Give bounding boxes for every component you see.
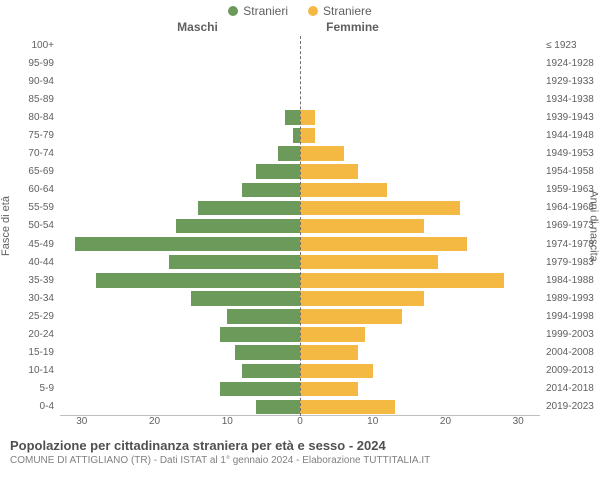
legend-dot-male [228,6,238,16]
bar-male [220,327,300,341]
bars-area [60,36,540,416]
year-label: ≤ 1923 [546,36,600,54]
bar-female [300,255,438,269]
legend-item-female: Straniere [308,4,372,18]
age-label: 65-69 [0,163,54,181]
chart-footer: Popolazione per cittadinanza straniera p… [0,432,600,466]
bar-male [75,237,300,251]
bar-female [300,327,365,341]
chart-subtitle: COMUNE DI ATTIGLIANO (TR) - Dati ISTAT a… [10,455,590,466]
legend-dot-female [308,6,318,16]
bar-male [169,255,300,269]
bar-female [300,128,315,142]
year-label: 1984-1988 [546,271,600,289]
year-label: 1944-1948 [546,126,600,144]
center-line [300,36,301,416]
age-label: 95-99 [0,54,54,72]
year-label: 1924-1928 [546,54,600,72]
chart-title: Popolazione per cittadinanza straniera p… [10,438,590,453]
legend: Stranieri Straniere [0,0,600,18]
bar-female [300,146,344,160]
bar-female [300,237,467,251]
year-label: 1929-1933 [546,72,600,90]
age-label: 20-24 [0,326,54,344]
chart-container: Stranieri Straniere Maschi Femmine Fasce… [0,0,600,500]
bar-female [300,382,358,396]
bar-female [300,219,424,233]
x-tick: 10 [367,416,378,427]
year-label: 1999-2003 [546,326,600,344]
bar-female [300,164,358,178]
x-axis-ticks: 30 20 10 0 10 20 30 [60,416,540,432]
year-label: 2004-2008 [546,344,600,362]
x-tick: 30 [76,416,87,427]
year-label: 1934-1938 [546,90,600,108]
bar-male [176,219,300,233]
x-tick: 20 [440,416,451,427]
age-label: 35-39 [0,271,54,289]
column-headers: Maschi Femmine [0,20,600,34]
year-label: 2019-2023 [546,398,600,416]
year-label: 1939-1943 [546,108,600,126]
header-female: Femmine [275,20,490,34]
year-label: 2014-2018 [546,380,600,398]
y-axis-left-label: Fasce di età [0,196,12,256]
age-label: 30-34 [0,289,54,307]
bar-male [96,273,300,287]
age-label: 90-94 [0,72,54,90]
bar-male [227,309,300,323]
age-label: 15-19 [0,344,54,362]
age-label: 70-74 [0,145,54,163]
age-label: 100+ [0,36,54,54]
bar-male [293,128,300,142]
bar-male [242,364,300,378]
x-tick: 20 [149,416,160,427]
year-label: 1989-1993 [546,289,600,307]
x-tick: 10 [222,416,233,427]
bar-female [300,364,373,378]
bar-male [285,110,300,124]
age-label: 80-84 [0,108,54,126]
legend-label-female: Straniere [323,4,372,18]
legend-label-male: Stranieri [243,4,288,18]
bar-male [220,382,300,396]
bar-female [300,291,424,305]
x-tick: 30 [513,416,524,427]
bar-female [300,309,402,323]
header-male: Maschi [60,20,275,34]
bar-male [278,146,300,160]
bar-female [300,273,504,287]
year-label: 2009-2013 [546,362,600,380]
year-label: 1954-1958 [546,163,600,181]
bar-male [242,183,300,197]
age-label: 25-29 [0,307,54,325]
age-label: 0-4 [0,398,54,416]
chart-area: Fasce di età Anni di nascita 100+95-9990… [0,36,600,416]
legend-item-male: Stranieri [228,4,288,18]
age-label: 75-79 [0,126,54,144]
bar-female [300,345,358,359]
y-axis-right-label: Anni di nascita [588,190,600,262]
bar-male [235,345,300,359]
x-tick: 0 [297,416,303,427]
bar-female [300,183,387,197]
year-label: 1949-1953 [546,145,600,163]
age-label: 10-14 [0,362,54,380]
bar-female [300,110,315,124]
year-label: 1994-1998 [546,307,600,325]
bar-male [198,201,300,215]
bar-female [300,201,460,215]
age-label: 5-9 [0,380,54,398]
bar-male [256,164,300,178]
bar-male [191,291,300,305]
age-label: 85-89 [0,90,54,108]
bar-female [300,400,395,414]
bar-male [256,400,300,414]
